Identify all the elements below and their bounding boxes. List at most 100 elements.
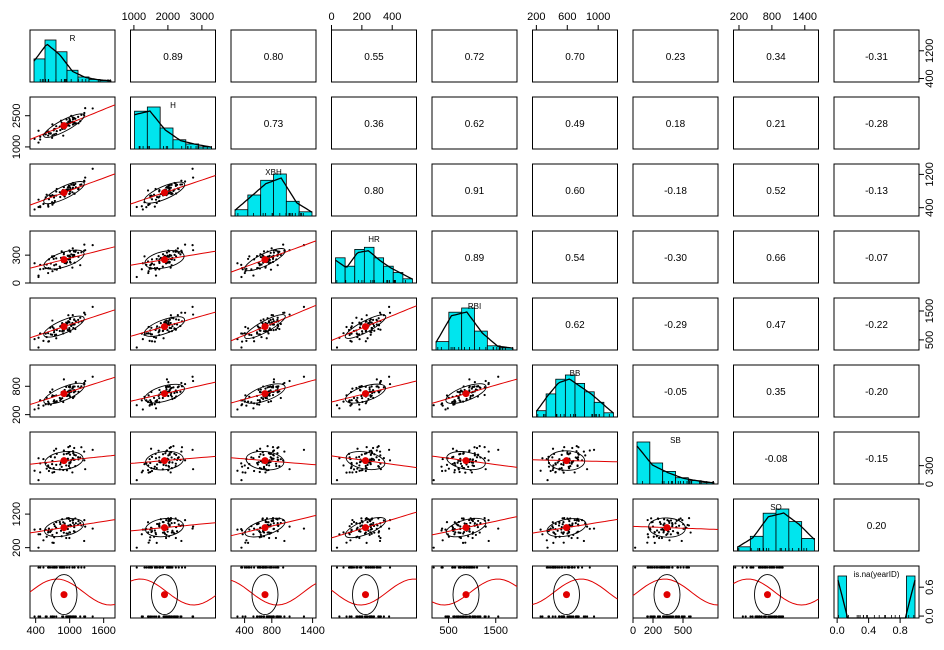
scatter-point bbox=[84, 525, 87, 528]
tick-label: 2500 bbox=[11, 103, 23, 127]
scatter-point bbox=[474, 533, 477, 537]
correlation-ellipse bbox=[244, 248, 286, 272]
scatter-point bbox=[377, 458, 381, 462]
scatter-point bbox=[71, 266, 74, 269]
panel-6-5 bbox=[532, 431, 618, 485]
scatter-point bbox=[546, 478, 549, 482]
scatter-point bbox=[373, 531, 376, 534]
scatter-point bbox=[158, 566, 161, 569]
panel-4-1 bbox=[130, 297, 216, 351]
scatter-point bbox=[342, 464, 345, 467]
scatter-point bbox=[164, 464, 168, 467]
scatter-point bbox=[176, 247, 179, 250]
mean-point bbox=[60, 390, 68, 398]
scatter-point bbox=[174, 536, 177, 540]
scatter-point bbox=[388, 382, 392, 386]
scatter-point bbox=[37, 533, 40, 536]
correlation-value: -0.05 bbox=[664, 387, 687, 398]
correlation-ellipse bbox=[43, 315, 85, 338]
scatter-point bbox=[453, 566, 456, 569]
scatter-point bbox=[45, 467, 48, 470]
scatter-point bbox=[451, 447, 455, 450]
scatter-point bbox=[460, 465, 464, 468]
scatter-point bbox=[338, 457, 341, 460]
scatter-point bbox=[758, 615, 761, 618]
scatter-point bbox=[258, 615, 261, 618]
scatter-point bbox=[479, 522, 482, 525]
panel-frame bbox=[833, 29, 920, 83]
scatter-point bbox=[541, 533, 544, 536]
scatter-point bbox=[170, 531, 173, 534]
scatter-point bbox=[269, 318, 272, 321]
scatter-point bbox=[157, 523, 160, 526]
scatter-point bbox=[152, 615, 156, 618]
scatter-point bbox=[760, 615, 763, 618]
scatter-point bbox=[168, 461, 171, 464]
scatter-point bbox=[58, 191, 61, 194]
scatter-point bbox=[355, 332, 358, 335]
panel-6-7: -0.08 bbox=[733, 431, 819, 485]
scatter-point bbox=[453, 521, 456, 524]
scatter-point bbox=[379, 566, 382, 569]
scatter-point bbox=[145, 332, 148, 335]
panel-8-6 bbox=[632, 565, 719, 619]
scatter-point bbox=[671, 522, 674, 525]
correlation-value: 0.89 bbox=[163, 52, 183, 63]
scatter-point bbox=[77, 566, 80, 569]
density-curve bbox=[837, 579, 916, 619]
mean-point bbox=[764, 591, 771, 599]
scatter-point bbox=[469, 615, 472, 618]
scatter-point bbox=[258, 264, 261, 267]
correlation-ellipse bbox=[754, 574, 781, 616]
scatter-point bbox=[669, 519, 673, 522]
scatter-point bbox=[51, 319, 54, 322]
scatter-point bbox=[687, 615, 691, 618]
scatter-point bbox=[358, 326, 362, 329]
panel-4-6: -0.29 bbox=[632, 297, 719, 351]
scatter-point bbox=[278, 390, 281, 393]
scatter-point bbox=[652, 535, 655, 538]
scatter-point bbox=[265, 337, 268, 340]
scatter-point bbox=[576, 458, 580, 461]
scatter-point bbox=[152, 396, 156, 399]
scatter-point bbox=[255, 615, 259, 618]
scatter-point bbox=[560, 467, 563, 470]
scatter-point bbox=[266, 445, 269, 448]
scatter-point bbox=[68, 445, 72, 448]
scatter-point bbox=[551, 525, 554, 528]
scatter-point bbox=[177, 566, 180, 569]
scatter-point bbox=[745, 566, 748, 569]
scatter-point bbox=[382, 519, 385, 522]
scatter-point bbox=[259, 615, 262, 618]
scatter-point bbox=[177, 251, 180, 254]
scatter-point bbox=[264, 520, 267, 524]
scatter-point bbox=[440, 529, 443, 532]
scatter-point bbox=[469, 521, 472, 525]
scatter-point bbox=[183, 382, 187, 386]
scatter-point bbox=[568, 520, 571, 523]
correlation-ellipse bbox=[553, 574, 580, 616]
scatter-point bbox=[264, 329, 267, 333]
scatter-point bbox=[668, 521, 671, 525]
panel-frame bbox=[833, 297, 920, 351]
scatter-point bbox=[70, 253, 73, 256]
scatter-point bbox=[465, 566, 468, 569]
histogram-bar bbox=[700, 482, 715, 485]
scatter-point bbox=[243, 332, 246, 335]
scatter-point bbox=[167, 322, 170, 325]
scatter-point bbox=[497, 527, 500, 530]
scatter-point bbox=[659, 522, 662, 526]
scatter-point bbox=[168, 453, 171, 456]
scatter-point bbox=[379, 328, 382, 331]
scatter-point bbox=[91, 375, 94, 378]
scatter-point bbox=[469, 458, 472, 461]
scatter-point bbox=[268, 566, 271, 569]
scatter-point bbox=[84, 379, 87, 383]
smoother-line bbox=[733, 578, 819, 606]
correlation-ellipse bbox=[345, 383, 386, 404]
scatter-point bbox=[62, 566, 65, 569]
scatter-point bbox=[377, 535, 381, 538]
scatter-point bbox=[149, 526, 153, 529]
panel-4-3 bbox=[331, 297, 417, 351]
scatter-point bbox=[248, 566, 251, 569]
